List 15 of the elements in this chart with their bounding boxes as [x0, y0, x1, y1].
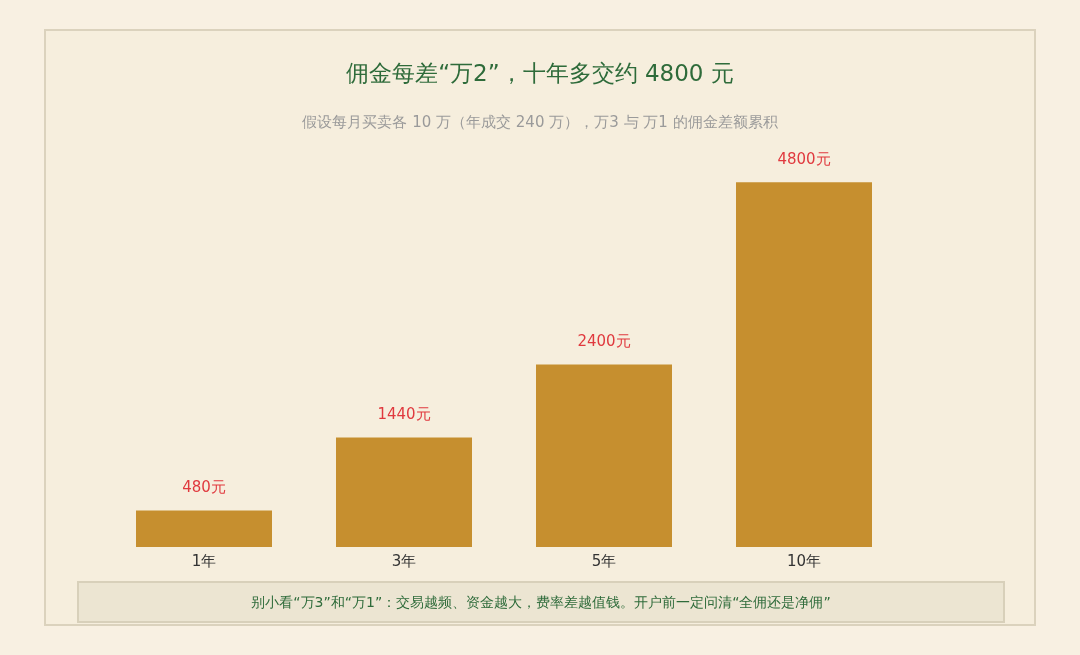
bar — [136, 510, 272, 547]
data-label: 480元 — [182, 477, 226, 496]
bar — [336, 437, 472, 547]
chart-subtitle: 假设每月买卖各 10 万（年成交 240 万），万3 与 万1 的佣金差额累积 — [301, 113, 779, 132]
x-tick-label: 1年 — [191, 551, 217, 570]
bar — [536, 364, 672, 547]
data-label: 2400元 — [577, 331, 631, 350]
bar — [736, 182, 872, 547]
data-label: 4800元 — [777, 149, 831, 168]
text: 别小看“万3”和“万1”：交易越频、资金越大，费率差越值钱。开户前一定问清“全佣还是净佣” — [77, 581, 1005, 623]
data-label: 1440元 — [377, 404, 431, 423]
x-tick-label: 10年 — [786, 551, 822, 570]
x-tick-label: 3年 — [391, 551, 417, 570]
x-tick-label: 5年 — [591, 551, 617, 570]
chart-title: 佣金每差“万2”，十年多交约 4800 元 — [345, 59, 735, 88]
